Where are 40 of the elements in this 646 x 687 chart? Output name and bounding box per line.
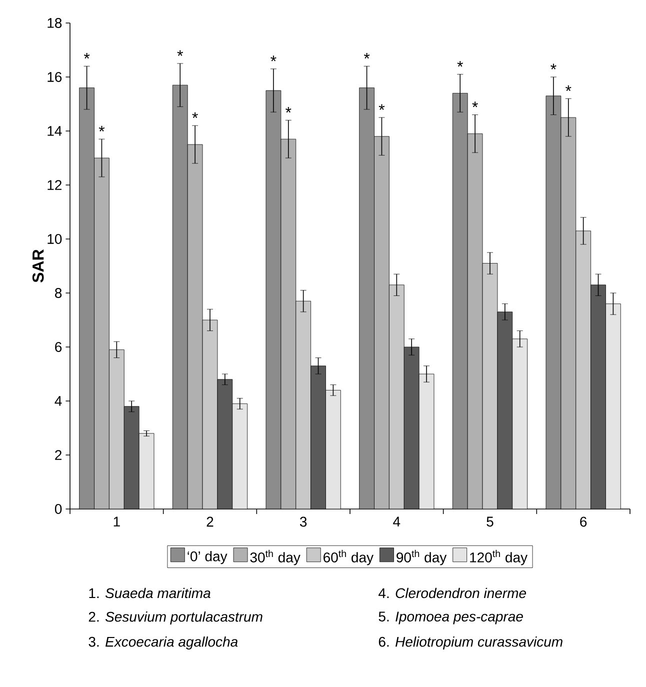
y-tick-label: 14 — [48, 126, 62, 136]
legend-label: 90$^{th}$ day — [396, 550, 447, 566]
legend-label: ‘0’ day — [188, 551, 228, 564]
y-tick-label: 12 — [48, 180, 62, 190]
annotation: * — [566, 85, 572, 91]
annotation: * — [84, 52, 90, 59]
annotation: * — [472, 102, 478, 108]
y-tick-label: 6 — [55, 342, 62, 352]
text: 1. Suaeda maritima — [89, 588, 210, 598]
text: 6. Heliotropium curassavicum — [378, 636, 562, 650]
x-tick-label: 2 — [206, 516, 214, 527]
annotation: * — [286, 106, 292, 113]
y-tick-label: 10 — [48, 234, 62, 244]
y-tick-label: 18 — [48, 18, 62, 28]
text: 2. Sesuvium portulacastrum — [88, 611, 262, 625]
legend-label: 120$^{th}$ day — [470, 550, 528, 566]
text: 4. Clerodendron inerme — [378, 588, 526, 598]
annotation: * — [192, 112, 198, 118]
x-tick-label: 3 — [300, 516, 307, 527]
y-tick-label: 4 — [54, 396, 62, 406]
y-tick-label: 0 — [54, 504, 62, 514]
annotation: * — [550, 64, 556, 70]
annotation: * — [378, 104, 385, 110]
text: 3. Excoecaria agallocha — [88, 636, 238, 650]
annotation: * — [98, 126, 105, 132]
annotation: * — [177, 50, 183, 56]
legend-label: 30$^{th}$ day — [250, 550, 300, 566]
x-tick-label: 6 — [580, 516, 587, 527]
annotation: * — [364, 52, 370, 59]
y-tick-label: 2 — [55, 450, 62, 460]
y-axis-title: SAR — [32, 249, 44, 282]
x-tick-label: 5 — [486, 516, 494, 527]
annotation: * — [457, 61, 463, 67]
x-tick-label: 1 — [114, 516, 120, 526]
annotation: * — [270, 56, 276, 62]
text: 5. Ipomoea pes-caprae — [378, 612, 523, 624]
x-tick-label: 4 — [393, 516, 400, 526]
y-tick-label: 16 — [48, 72, 62, 82]
legend-label: 60$^{th}$ day — [324, 550, 374, 566]
y-tick-label: 8 — [55, 288, 62, 298]
